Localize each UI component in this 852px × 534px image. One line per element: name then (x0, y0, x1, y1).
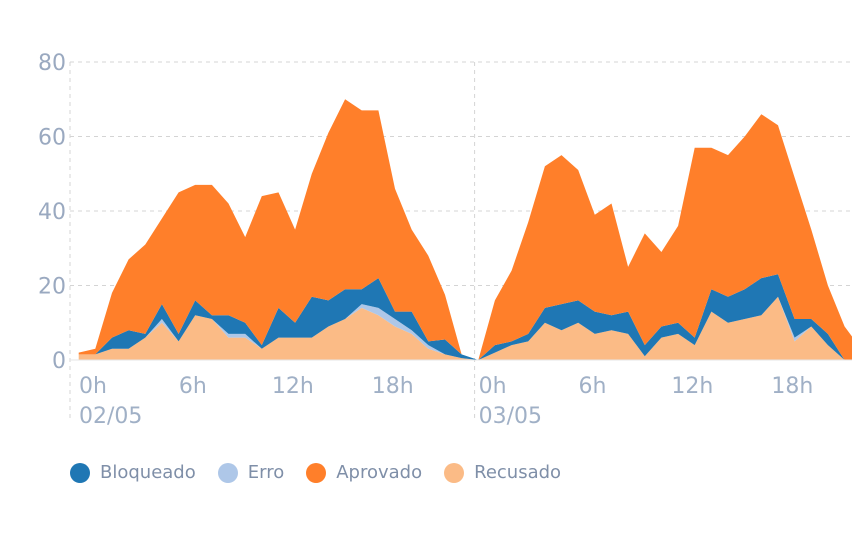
legend-label: Erro (247, 462, 285, 483)
x-tick-label: 12h (671, 374, 713, 399)
y-tick-label: 80 (38, 51, 66, 76)
x-tick-label: 6h (179, 374, 207, 399)
area-series (78, 99, 852, 360)
x-tick-label: 18h (771, 374, 813, 399)
x-tick-date-label: 02/05 (79, 404, 142, 429)
y-tick-label: 60 (38, 126, 66, 151)
legend: Bloqueado Erro Aprovado Recusado (70, 462, 583, 483)
legend-label: Recusado (474, 462, 562, 483)
legend-item-erro[interactable]: Erro (217, 462, 285, 483)
area-aprovado (78, 99, 852, 360)
legend-swatch-aprovado (306, 462, 327, 483)
legend-label: Bloqueado (100, 462, 196, 483)
x-tick-label: 18h (372, 374, 414, 399)
legend-swatch-erro (217, 462, 238, 483)
area-bloqueado (78, 274, 852, 360)
axes: 0 20 40 60 80 0h 02/05 6h 12h 18h 0h 03/05 6h 12h 18h (38, 51, 852, 429)
legend-swatch-recusado (444, 462, 465, 483)
x-tick-label: 6h (579, 374, 607, 399)
y-tick-label: 40 (38, 200, 66, 225)
y-tick-label: 20 (38, 275, 66, 300)
legend-label: Aprovado (336, 462, 423, 483)
area-recusado (78, 296, 852, 360)
legend-item-aprovado[interactable]: Aprovado (306, 462, 422, 483)
x-tick-label: 0h (79, 374, 107, 399)
legend-swatch-bloqueado (70, 462, 90, 483)
x-tick-date-label: 03/05 (479, 404, 542, 429)
x-tick-label: 12h (272, 374, 314, 399)
x-tick-label: 0h (479, 374, 507, 399)
legend-item-recusado[interactable]: Recusado (444, 462, 561, 483)
legend-item-bloqueado[interactable]: Bloqueado (70, 462, 196, 483)
y-tick-label: 0 (52, 349, 66, 374)
